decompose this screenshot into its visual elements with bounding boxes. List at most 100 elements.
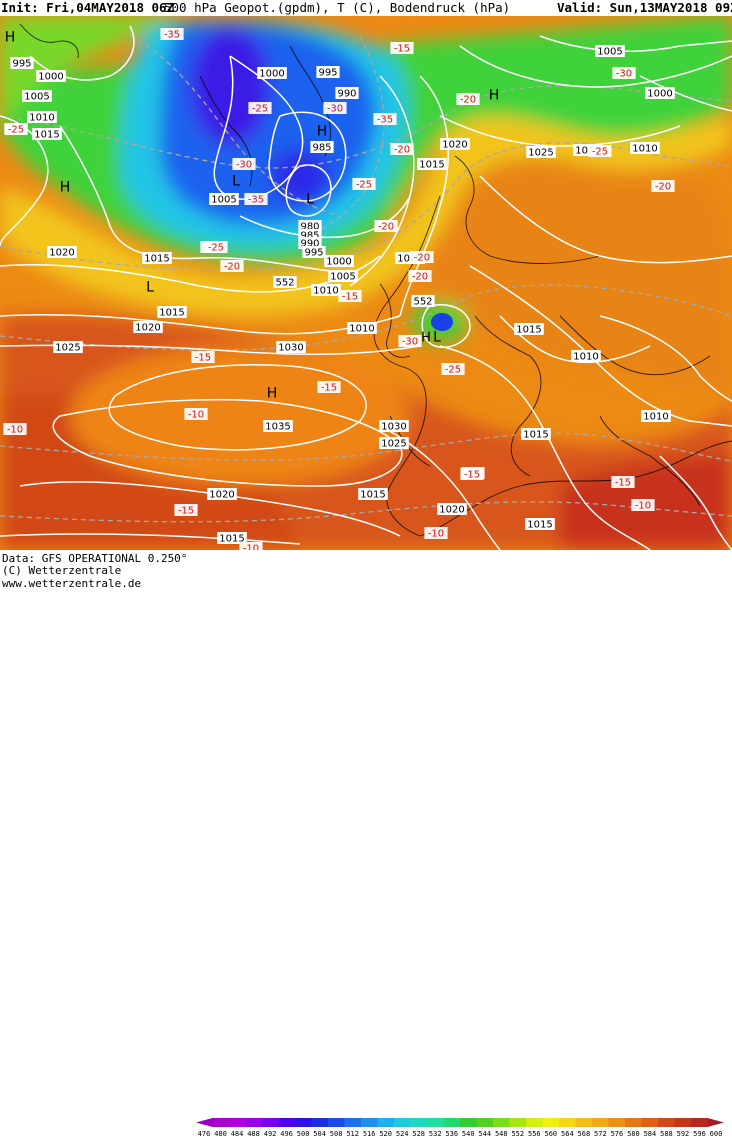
continental-field <box>380 133 732 396</box>
high-pressure-center: H <box>317 124 328 140</box>
legend-swatch <box>707 1118 724 1127</box>
pressure-label: 1030 <box>379 420 409 433</box>
svg-text:L: L <box>232 174 240 190</box>
legend-swatch <box>460 1118 477 1127</box>
legend-tick-label: 588 <box>660 1130 673 1138</box>
pressure-label: 990 <box>335 87 359 100</box>
svg-text:1020: 1020 <box>135 323 160 334</box>
pressure-label: 1025 <box>53 341 83 354</box>
svg-text:1025: 1025 <box>381 439 406 450</box>
green-fringe <box>0 16 180 126</box>
legend-tick-label: 552 <box>511 1130 525 1138</box>
high-pressure-center: H <box>421 331 431 346</box>
legend-tick-label: 540 <box>461 1130 475 1138</box>
legend-tick-label: 504 <box>313 1130 326 1138</box>
svg-text:-30: -30 <box>327 104 343 115</box>
legend-tick-label: 480 <box>214 1130 227 1138</box>
legend-tick-label: 492 <box>263 1130 277 1138</box>
website-link[interactable]: www.wetterzentrale.de <box>2 577 142 590</box>
map-footer: Data: GFS OPERATIONAL 0.250° (C) Wetterz… <box>0 550 732 1138</box>
pressure-label: 1035 <box>263 420 293 433</box>
svg-text:1020: 1020 <box>439 505 464 516</box>
svg-text:-35: -35 <box>248 195 264 206</box>
svg-text:1020: 1020 <box>49 248 74 259</box>
temperature-label: -30 <box>398 335 422 348</box>
svg-text:-35: -35 <box>164 30 180 41</box>
temperature-label: -25 <box>4 123 28 136</box>
pressure-label: 1015 <box>142 252 172 265</box>
svg-text:1020: 1020 <box>442 140 467 151</box>
svg-text:1010: 1010 <box>632 144 657 155</box>
legend-tick-label: 484 <box>230 1130 244 1138</box>
legend-swatch <box>542 1118 560 1127</box>
temperature-label: -35 <box>160 28 184 41</box>
svg-text:1010: 1010 <box>349 324 374 335</box>
svg-text:1030: 1030 <box>278 343 303 354</box>
pressure-label: 1030 <box>276 341 306 354</box>
svg-text:1020: 1020 <box>397 254 422 265</box>
legend-swatch <box>311 1118 329 1127</box>
pressure-label: 1020 <box>47 246 77 259</box>
high-pressure-center: H <box>5 30 16 46</box>
pressure-label: 995 <box>302 246 326 259</box>
temperature-label: -30 <box>323 102 347 115</box>
legend-tick-label: 560 <box>544 1130 558 1138</box>
pressure-label: 1015 <box>217 532 247 545</box>
pressure-label: 1000 <box>324 255 354 268</box>
legend-tick-label: 564 <box>561 1130 574 1138</box>
svg-text:1025: 1025 <box>55 343 80 354</box>
svg-text:552: 552 <box>413 297 432 308</box>
temperature-label: -10 <box>184 408 208 421</box>
temperature-label: -25 <box>352 178 376 191</box>
temperature-label: -20 <box>651 180 675 193</box>
svg-text:-10: -10 <box>243 544 259 551</box>
temperature-label: -10 <box>631 499 655 512</box>
legend-tick-label: 512 <box>346 1130 359 1138</box>
svg-text:1015: 1015 <box>516 325 541 336</box>
svg-text:1005: 1005 <box>24 92 49 103</box>
temperature-label: -30 <box>232 158 256 171</box>
legend-tick-label: 516 <box>362 1130 376 1138</box>
svg-text:1015: 1015 <box>419 160 444 171</box>
pressure-label: 1000 <box>645 87 675 100</box>
low-pressure-center: L <box>433 330 441 346</box>
legend-tick-label: 544 <box>478 1130 492 1138</box>
warm-field-southeast <box>560 446 732 550</box>
temperature-label: -25 <box>248 102 272 115</box>
svg-text:-25: -25 <box>445 365 461 376</box>
legend-swatch <box>509 1118 527 1127</box>
svg-text:985: 985 <box>300 231 319 242</box>
temperature-label: -15 <box>174 504 198 517</box>
pressure-label: 1005 <box>209 193 239 206</box>
svg-text:1000: 1000 <box>647 89 672 100</box>
svg-text:1025: 1025 <box>528 148 553 159</box>
svg-text:H: H <box>489 88 500 104</box>
legend-tick-label: 508 <box>329 1130 343 1138</box>
pressure-label: 1015 <box>514 323 544 336</box>
pressure-label: 985 <box>310 141 334 154</box>
legend-swatch <box>394 1118 411 1127</box>
legend-swatch <box>377 1118 395 1127</box>
svg-text:H: H <box>60 180 71 196</box>
legend-swatch <box>476 1118 494 1127</box>
temperature-label: -25 <box>588 145 612 158</box>
pressure-label: 1015 <box>32 128 62 141</box>
legend-tick-label: 580 <box>627 1130 640 1138</box>
legend-swatch <box>559 1118 576 1127</box>
cold-core-west <box>190 26 270 146</box>
svg-text:1015: 1015 <box>360 490 385 501</box>
pressure-label: 1005 <box>328 270 358 283</box>
legend-tick-label: 600 <box>709 1130 723 1138</box>
svg-text:-20: -20 <box>224 262 240 273</box>
temperature-label: -15 <box>390 42 414 55</box>
svg-text:-15: -15 <box>178 506 194 517</box>
temperature-label: -20 <box>410 251 434 264</box>
svg-text:1015: 1015 <box>523 430 548 441</box>
pressure-label: 1010 <box>630 142 660 155</box>
low-pressure-center: L <box>306 192 314 208</box>
legend-swatch <box>674 1118 692 1127</box>
svg-text:-20: -20 <box>412 272 428 283</box>
svg-text:1000: 1000 <box>259 69 284 80</box>
legend-tick-label: 524 <box>395 1130 409 1138</box>
legend-tick-label: 592 <box>676 1130 690 1138</box>
